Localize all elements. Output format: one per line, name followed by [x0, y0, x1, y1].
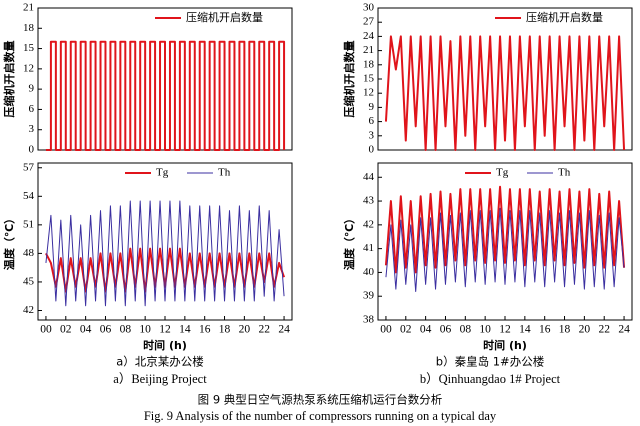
series-line — [45, 200, 285, 307]
x-tick-label: 14 — [519, 324, 531, 336]
x-tick-label: 12 — [499, 324, 511, 336]
x-tick-label: 14 — [179, 324, 191, 336]
legend-label: Tg — [496, 167, 509, 179]
plot-frame — [377, 162, 633, 321]
y-tick-label: 3 — [369, 129, 375, 141]
x-tick-label: 02 — [60, 324, 72, 336]
y-axis-title: 温度（℃） — [342, 213, 356, 270]
y-axis-title: 压缩机开启数量 — [342, 41, 356, 118]
series-line — [45, 247, 286, 293]
y-tick-label: 0 — [29, 144, 35, 156]
caption: b）秦皇岛 1#办公楼 — [436, 355, 545, 369]
y-tick-label: 9 — [29, 83, 35, 95]
x-tick-label: 22 — [258, 324, 270, 336]
x-tick-label: 20 — [239, 324, 251, 336]
y-tick-label: 18 — [363, 58, 375, 70]
x-tick-label: 16 — [539, 324, 551, 336]
y-tick-label: 6 — [369, 115, 375, 127]
y-tick-label: 51 — [23, 218, 34, 230]
y-tick-label: 3 — [29, 123, 35, 135]
y-tick-label: 45 — [23, 275, 35, 287]
y-tick-label: 27 — [363, 16, 375, 28]
caption: a）北京某办公楼 — [116, 355, 204, 369]
x-tick-label: 08 — [120, 324, 132, 336]
y-tick-label: 39 — [363, 290, 375, 302]
y-tick-label: 42 — [23, 304, 34, 316]
y-tick-label: 9 — [369, 101, 375, 113]
legend-label: Th — [558, 167, 571, 179]
x-tick-label: 20 — [579, 324, 591, 336]
legend-label: 压缩机开启数量 — [186, 10, 263, 24]
x-axis-title: 时间 (h) — [143, 338, 187, 352]
caption: b）Qinhuangdao 1# Project — [420, 372, 561, 386]
legend-label: Th — [218, 167, 231, 179]
x-tick-label: 18 — [559, 324, 571, 336]
x-tick-label: 22 — [598, 324, 610, 336]
series-line — [384, 185, 626, 274]
y-axis-title: 压缩机开启数量 — [2, 41, 16, 118]
y-tick-label: 24 — [363, 30, 375, 42]
y-tick-label: 42 — [363, 218, 374, 230]
x-tick-label: 06 — [440, 324, 452, 336]
x-tick-label: 24 — [278, 324, 290, 336]
y-tick-label: 18 — [23, 22, 35, 34]
series-line — [384, 35, 626, 151]
x-axis-title: 时间 (h) — [483, 338, 527, 352]
y-tick-label: 0 — [369, 144, 375, 156]
y-tick-label: 57 — [23, 161, 35, 173]
y-tick-label: 43 — [363, 195, 375, 207]
y-tick-label: 54 — [23, 190, 35, 202]
legend-label: 压缩机开启数量 — [526, 10, 603, 24]
y-tick-label: 21 — [363, 44, 374, 56]
y-tick-label: 40 — [363, 266, 375, 278]
figure-title: Fig. 9 Analysis of the number of compres… — [144, 409, 497, 423]
series-line — [45, 40, 286, 151]
y-tick-label: 41 — [363, 242, 374, 254]
x-tick-label: 08 — [460, 324, 472, 336]
y-axis-title: 温度（℃） — [2, 213, 16, 270]
x-tick-label: 10 — [139, 324, 151, 336]
y-tick-label: 48 — [23, 247, 35, 259]
x-tick-label: 00 — [380, 324, 392, 336]
y-tick-label: 30 — [363, 2, 375, 14]
x-tick-label: 02 — [400, 324, 412, 336]
legend-label: Tg — [156, 167, 169, 179]
figure-title: 图 9 典型日空气源热泵系统压缩机运行台数分析 — [198, 393, 443, 407]
x-tick-label: 16 — [199, 324, 211, 336]
y-tick-label: 15 — [363, 73, 375, 85]
y-tick-label: 44 — [363, 171, 375, 183]
x-tick-label: 10 — [479, 324, 491, 336]
x-tick-label: 04 — [420, 324, 432, 336]
y-tick-label: 15 — [23, 42, 35, 54]
x-tick-label: 12 — [159, 324, 171, 336]
caption: a）Beijing Project — [113, 372, 207, 386]
y-tick-label: 38 — [363, 314, 375, 326]
y-tick-label: 12 — [363, 87, 374, 99]
y-tick-label: 21 — [23, 2, 34, 14]
x-tick-label: 06 — [100, 324, 112, 336]
x-tick-label: 18 — [219, 324, 231, 336]
series-line — [385, 207, 625, 292]
y-tick-label: 6 — [29, 103, 35, 115]
x-tick-label: 24 — [618, 324, 630, 336]
x-tick-label: 00 — [40, 324, 52, 336]
x-tick-label: 04 — [80, 324, 92, 336]
y-tick-label: 12 — [23, 62, 34, 74]
